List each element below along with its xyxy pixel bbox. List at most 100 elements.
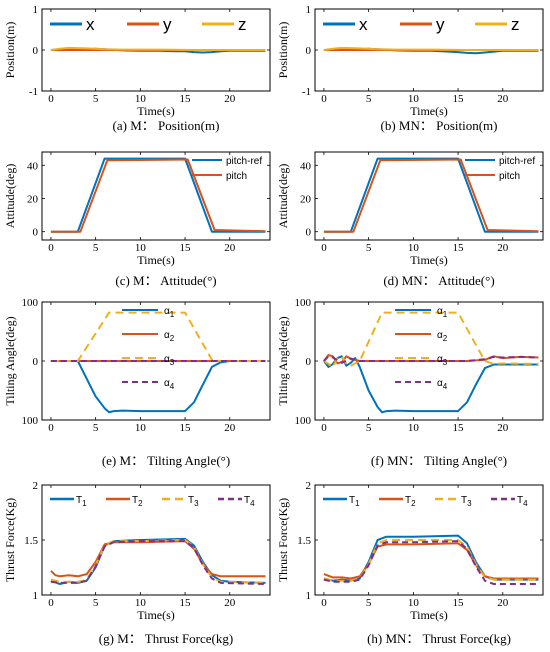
y-tick-label: 2 (33, 480, 39, 492)
legend-label: T3 (461, 495, 472, 508)
legend-subscript: 4 (170, 382, 175, 391)
legend: x y z (323, 15, 520, 34)
legend-label: x (86, 15, 95, 34)
x-axis-label: Time(s) (410, 608, 448, 622)
legend-label: α2 (164, 330, 175, 343)
series-group (50, 537, 266, 585)
legend-label: T4 (517, 495, 528, 508)
chart-panel-d: 0 5 10 15 20 0 20 40 Time(s) Attitude(deg) (d) MN：… (276, 151, 544, 288)
y-tick-label: 0 (306, 227, 312, 239)
y-tick-label: 100 (295, 415, 312, 427)
series-group (323, 534, 539, 585)
series-line-e-3 (50, 311, 266, 362)
legend-subscript: 3 (170, 358, 175, 367)
y-tick-label: 100 (295, 297, 312, 309)
y-tick-label: 40 (27, 160, 39, 172)
y-tick-label: -1 (29, 86, 38, 98)
series-line-c-pitch (50, 158, 266, 233)
y-axis-label: Thrust Force(Kg) (276, 498, 290, 582)
legend-label: α2 (437, 330, 448, 343)
x-tick-label: 0 (48, 422, 54, 434)
series-line-a-z (50, 46, 266, 51)
x-tick-label: 20 (497, 422, 509, 434)
y-tick-label: 0 (33, 356, 39, 368)
legend: α1 α2 α3 α4 (122, 306, 175, 391)
legend-label: α4 (164, 378, 175, 391)
legend-label: z (511, 15, 520, 34)
series-group (323, 46, 539, 55)
x-tick-label: 10 (408, 597, 420, 609)
panel-caption: (d) MN： Attitude(°) (383, 273, 494, 288)
y-tick-label: 20 (300, 193, 312, 205)
legend-subscript: 4 (443, 382, 448, 391)
y-tick-label: 100 (22, 297, 39, 309)
x-tick-label: 10 (408, 422, 420, 434)
legend-label: x (359, 15, 368, 34)
x-tick-label: 0 (321, 422, 327, 434)
series-line-f-4 (323, 355, 539, 364)
x-tick-label: 0 (321, 93, 327, 105)
legend-label: pitch (499, 171, 520, 182)
legend-subscript: 2 (443, 334, 448, 343)
series-group (50, 157, 266, 233)
series-line-d-pitch (323, 158, 539, 233)
x-tick-label: 5 (366, 597, 372, 609)
legend: pitch-ref pitch (465, 156, 535, 182)
series-line-g-4 (50, 540, 266, 585)
series-line-e-1 (50, 360, 266, 414)
y-tick-label: 1 (33, 4, 39, 16)
y-tick-label: 0 (306, 356, 312, 368)
y-axis-label: Tilting Angle(deg) (3, 316, 17, 405)
x-tick-label: 5 (366, 242, 372, 254)
x-tick-label: 15 (453, 597, 465, 609)
x-axis-label: Time(s) (410, 104, 448, 118)
x-tick-label: 20 (224, 597, 236, 609)
y-tick-label: 1.5 (297, 535, 311, 547)
y-axis-label: Position(m) (276, 22, 290, 79)
series-group (50, 46, 266, 54)
x-tick-label: 5 (93, 422, 99, 434)
y-tick-label: 100 (22, 415, 39, 427)
series-line-g-3 (50, 539, 266, 584)
x-tick-label: 20 (224, 242, 236, 254)
legend-subscript: 3 (467, 499, 472, 508)
legend-label: T2 (405, 495, 416, 508)
legend-subscript: 4 (250, 499, 255, 508)
legend-subscript: 1 (82, 499, 87, 508)
series-group (323, 157, 539, 233)
panel-caption: (b) MN： Position(m) (380, 118, 497, 133)
x-tick-label: 20 (497, 597, 509, 609)
panel-caption: (c) M： Attitude(°) (115, 273, 216, 288)
panel-caption: (f) MN： Tilting Angle(°) (371, 453, 507, 468)
legend-label: pitch-ref (226, 156, 262, 167)
x-tick-label: 20 (497, 242, 509, 254)
panel-caption: (a) M： Position(m) (113, 118, 220, 133)
legend-label: α4 (437, 378, 448, 391)
x-tick-label: 15 (453, 242, 465, 254)
x-tick-label: 15 (180, 93, 192, 105)
y-axis-label: Position(m) (3, 22, 17, 79)
x-tick-label: 10 (408, 242, 420, 254)
y-axis-label: Tilting Angle(deg) (276, 316, 290, 405)
y-tick-label: 0 (33, 227, 39, 239)
x-tick-label: 15 (180, 422, 192, 434)
x-axis-label: Time(s) (137, 608, 175, 622)
x-tick-label: 15 (453, 93, 465, 105)
x-tick-label: 10 (135, 422, 147, 434)
legend-label: T4 (244, 495, 255, 508)
panel-caption: (g) M： Thrust Force(kg) (99, 631, 233, 646)
x-axis-label: Time(s) (137, 253, 175, 267)
x-tick-label: 5 (366, 422, 372, 434)
x-tick-label: 0 (321, 597, 327, 609)
x-tick-label: 20 (497, 93, 509, 105)
chart-panel-e: 0 5 10 15 20 100 0 100 Tilting Angle(deg) (e) M： … (3, 297, 271, 468)
legend: α1 α2 α3 α4 (395, 306, 448, 391)
x-tick-label: 10 (135, 93, 147, 105)
legend-label: T3 (188, 495, 199, 508)
y-tick-label: 2 (306, 480, 312, 492)
legend-subscript: 1 (443, 310, 448, 319)
legend-subscript: 2 (138, 499, 143, 508)
y-axis-label: Attitude(deg) (3, 164, 17, 229)
legend-label: α1 (437, 306, 448, 319)
